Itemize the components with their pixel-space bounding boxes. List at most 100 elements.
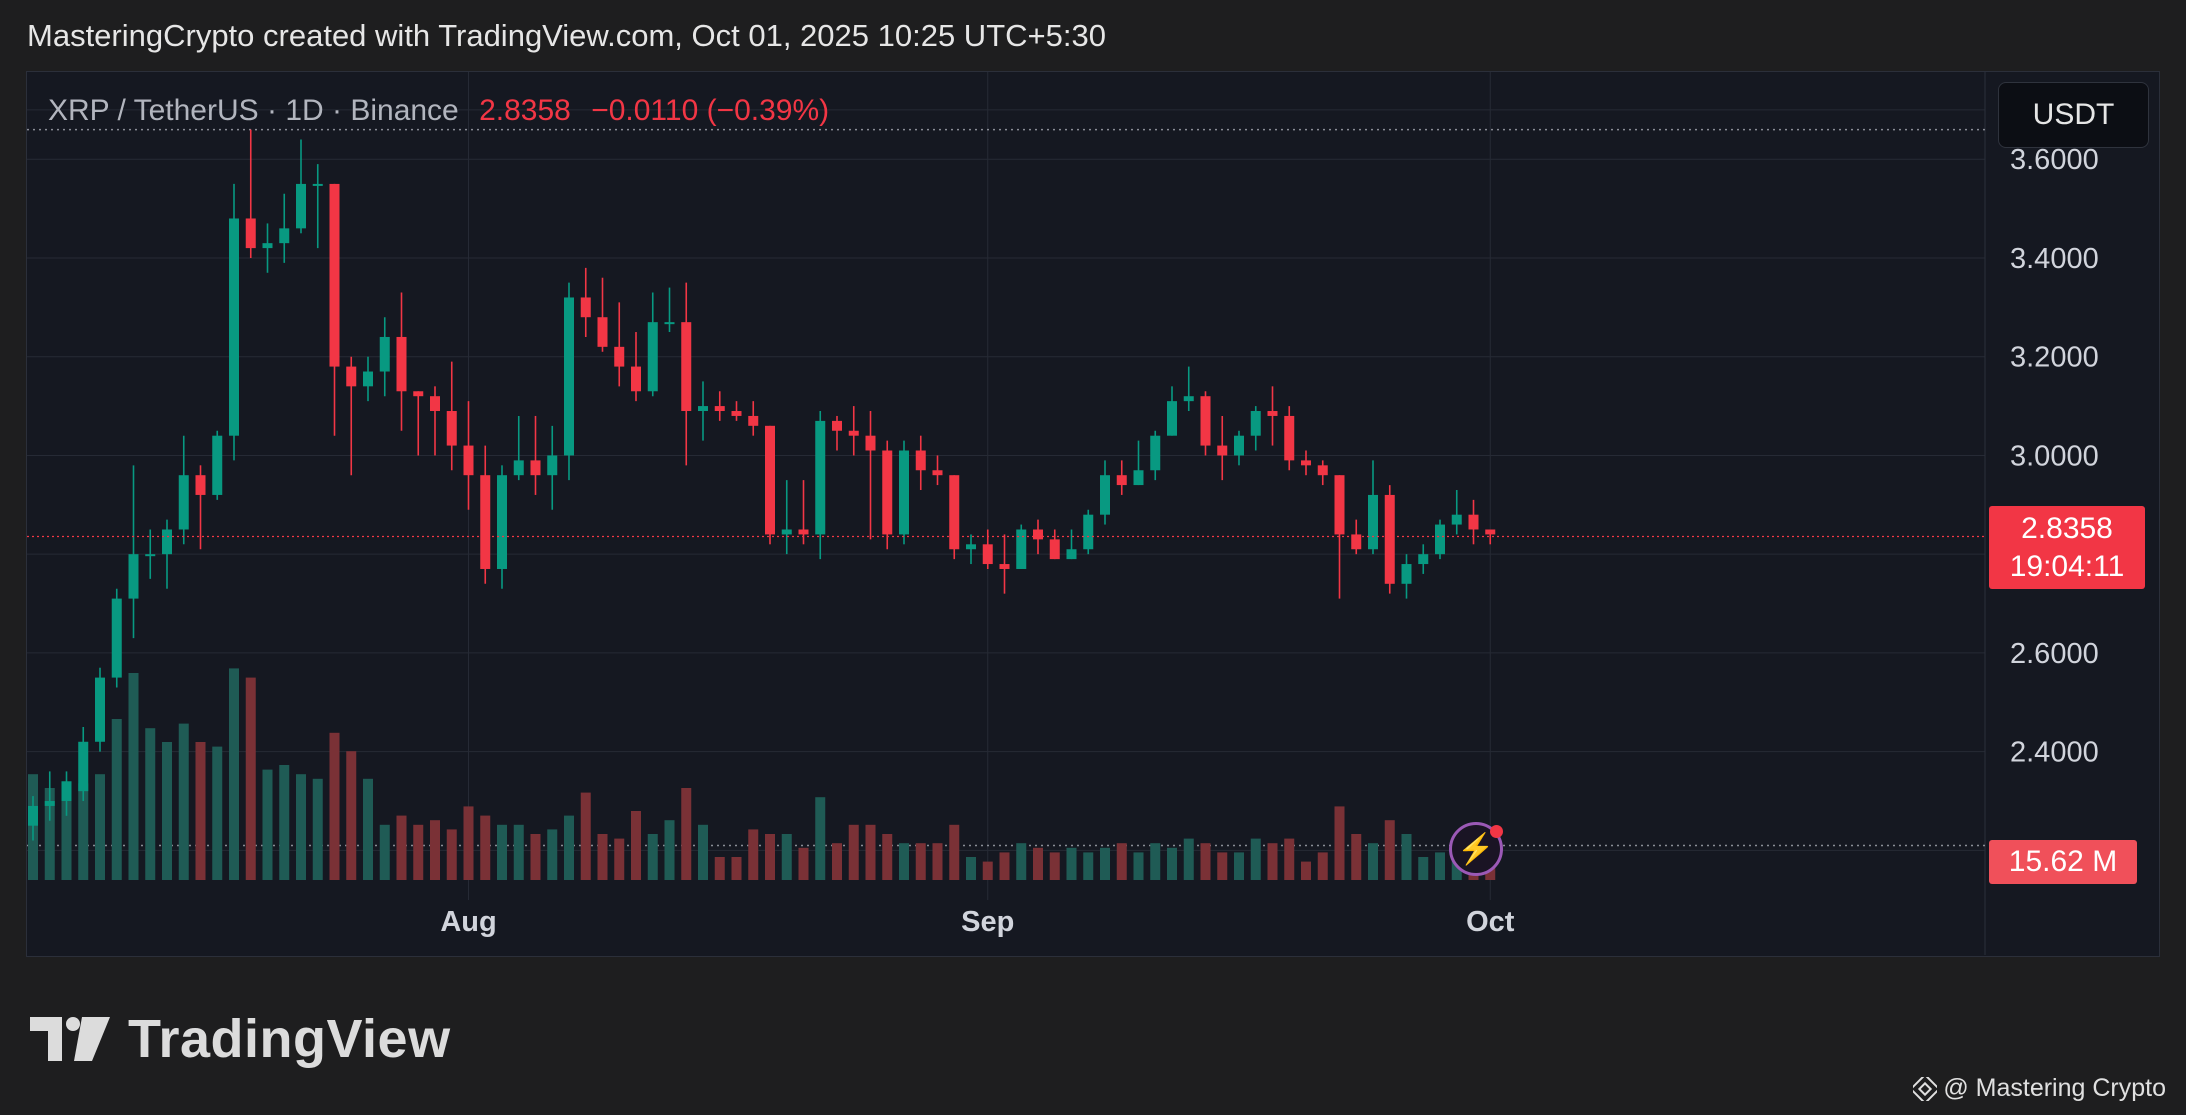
candle-body xyxy=(698,406,708,412)
volume-bar xyxy=(848,824,859,880)
candle-body xyxy=(312,183,323,186)
volume-bar xyxy=(1150,843,1161,880)
volume-bar xyxy=(614,838,625,880)
volume-bar xyxy=(1317,852,1328,880)
volume-bar xyxy=(1368,843,1378,880)
volume-bar xyxy=(44,788,55,880)
candle-body xyxy=(714,406,725,412)
chart-frame[interactable] xyxy=(26,71,2160,957)
y-tick-label: 3.4000 xyxy=(2010,243,2099,275)
candle-body xyxy=(1150,435,1161,471)
candle-body xyxy=(1250,411,1261,436)
candle-body xyxy=(145,554,156,557)
volume-bar xyxy=(932,843,943,880)
candle-body xyxy=(530,460,541,476)
volume-bar xyxy=(1183,838,1194,880)
currency-button[interactable]: USDT xyxy=(1998,82,2149,148)
volume-bar xyxy=(145,728,156,880)
volume-bar xyxy=(463,806,474,880)
volume-bar xyxy=(363,778,373,880)
candle-body xyxy=(279,228,290,244)
candle-body xyxy=(346,366,357,387)
volume-bar xyxy=(564,815,574,880)
volume-bar xyxy=(279,765,290,880)
candle-body xyxy=(480,475,491,569)
volume-tag: 15.62 M xyxy=(1989,840,2137,884)
candle-body xyxy=(1435,524,1445,555)
volume-bar xyxy=(1351,834,1362,880)
volume-bar xyxy=(580,792,591,880)
volume-bar xyxy=(1200,843,1211,880)
candle-body xyxy=(178,475,189,530)
volume-bar xyxy=(982,861,993,880)
volume-bar xyxy=(865,824,876,880)
candle-body xyxy=(982,544,993,565)
candle-body xyxy=(1368,494,1378,550)
candle-body xyxy=(614,346,625,367)
volume-bar xyxy=(497,824,507,880)
volume-bar xyxy=(647,834,658,880)
volume-bar xyxy=(966,857,976,880)
volume-bar xyxy=(1401,834,1412,880)
volume-bar xyxy=(664,820,675,880)
y-tick-label: 2.6000 xyxy=(2010,638,2099,670)
candle-body xyxy=(1351,534,1362,550)
candle-body xyxy=(547,455,558,476)
volume-bar xyxy=(1133,852,1144,880)
candle-body xyxy=(413,391,424,397)
candle-body xyxy=(430,396,440,412)
volume-bar xyxy=(229,668,239,880)
volume-bar xyxy=(631,811,641,880)
y-tick-label: 2.4000 xyxy=(2010,737,2099,769)
volume-bar xyxy=(480,815,491,880)
volume-bar xyxy=(312,778,323,880)
candle-body xyxy=(597,317,608,347)
candle-body xyxy=(1317,465,1328,476)
candle-body xyxy=(463,445,474,476)
volume-bar xyxy=(413,824,424,880)
tradingview-logo[interactable]: TradingView xyxy=(30,1008,451,1070)
symbol-legend[interactable]: XRP / TetherUS · 1D · Binance 2.8358 −0.… xyxy=(48,94,829,128)
volume-bar xyxy=(731,857,742,880)
candle-body xyxy=(932,470,943,476)
candle-body xyxy=(497,475,507,569)
volume-bar xyxy=(597,834,608,880)
volume-bar xyxy=(430,820,440,880)
last-price-value: 2.8358 xyxy=(2021,512,2113,545)
candle-body xyxy=(999,564,1010,569)
volume-bar xyxy=(1016,843,1027,880)
volume-bar xyxy=(1234,852,1244,880)
candle-body xyxy=(1284,415,1295,461)
volume-bar xyxy=(1301,861,1311,880)
symbol-name[interactable]: XRP / TetherUS · 1D · Binance xyxy=(48,94,459,127)
volume-bar xyxy=(1066,847,1077,880)
volume-bar xyxy=(1384,820,1395,880)
candle-body xyxy=(162,529,172,555)
candle-body xyxy=(798,529,809,535)
volume-bar xyxy=(245,677,256,880)
y-tick-label: 3.2000 xyxy=(2010,342,2099,374)
volume-bar xyxy=(396,815,407,880)
volume-bar xyxy=(379,824,390,880)
candle-body xyxy=(195,475,206,495)
notification-dot xyxy=(1490,825,1503,838)
tradingview-logo-text: TradingView xyxy=(128,1009,451,1069)
volume-bar xyxy=(832,843,842,880)
candle-body xyxy=(748,415,759,426)
y-tick-label: 3.0000 xyxy=(2010,440,2099,472)
candle-body xyxy=(95,677,105,742)
watermark: @ Mastering Crypto xyxy=(1913,1074,2166,1103)
candle-body xyxy=(1418,554,1429,565)
candle-body xyxy=(681,322,692,412)
volume-bar xyxy=(1167,847,1177,880)
candle-body xyxy=(1100,475,1110,515)
binance-logo-icon xyxy=(1913,1076,1938,1101)
candle-body xyxy=(262,243,273,249)
candle-body xyxy=(28,805,38,826)
volume-bar xyxy=(1033,847,1043,880)
volume-bar xyxy=(178,723,189,880)
candle-body xyxy=(396,336,407,392)
volume-bar xyxy=(78,783,89,880)
candle-body xyxy=(1200,396,1211,446)
